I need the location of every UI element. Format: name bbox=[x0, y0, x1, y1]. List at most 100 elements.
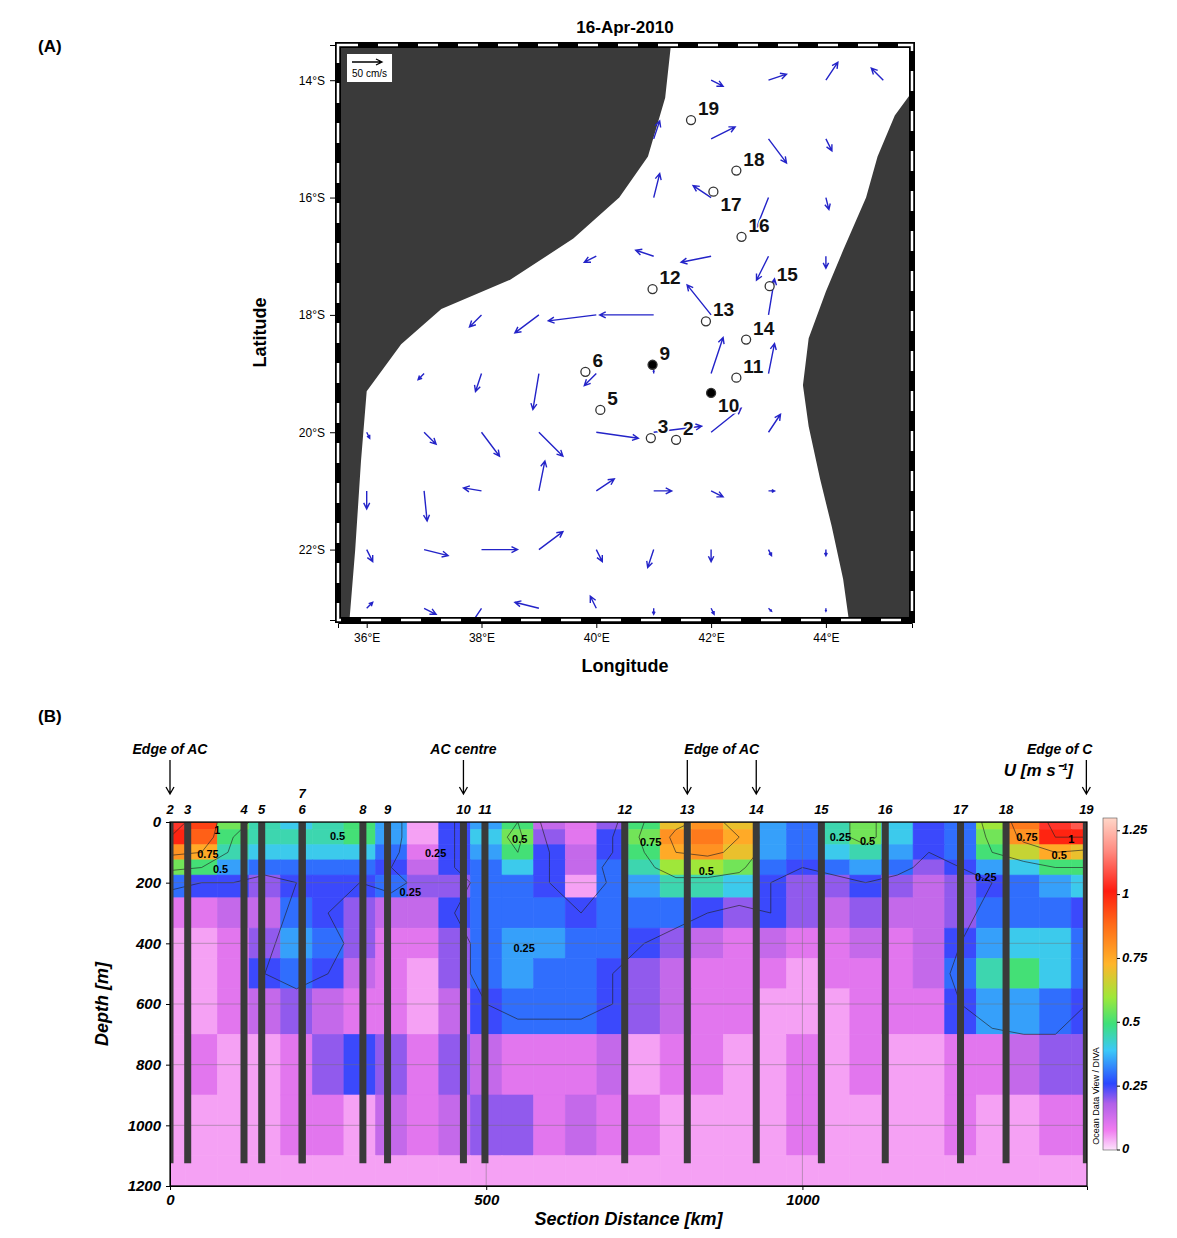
cell bbox=[850, 845, 882, 860]
vector bbox=[424, 432, 436, 444]
frame bbox=[338, 45, 912, 620]
station-label: 13 bbox=[713, 299, 734, 320]
station-profile bbox=[621, 822, 628, 1163]
axis-domain bbox=[166, 823, 171, 1187]
vector bbox=[590, 596, 596, 608]
cell bbox=[376, 989, 408, 1034]
annotation-arrow bbox=[1082, 760, 1090, 794]
vector bbox=[654, 488, 672, 494]
panel-label: (B) bbox=[38, 707, 62, 726]
cell bbox=[1008, 898, 1040, 928]
station-number: 7 bbox=[299, 786, 307, 801]
vector bbox=[825, 608, 826, 611]
credit: Ocean Data View / DIVA bbox=[1091, 1047, 1101, 1145]
vector bbox=[531, 374, 539, 410]
cell bbox=[1008, 989, 1040, 1034]
colorbar-tick bbox=[1117, 1150, 1120, 1151]
cell bbox=[312, 1156, 344, 1186]
vector bbox=[596, 550, 602, 562]
cell bbox=[913, 822, 945, 830]
tick: 16°S bbox=[299, 191, 335, 205]
vector bbox=[711, 608, 714, 614]
station-marker bbox=[648, 285, 657, 294]
tick: 1200 bbox=[128, 1177, 170, 1194]
annotation: AC centre bbox=[429, 741, 496, 757]
annotations: Edge of ACAC centreEdge of ACEdge of C bbox=[133, 741, 1094, 794]
cell bbox=[281, 1156, 313, 1186]
cell bbox=[692, 1156, 724, 1186]
contour-label: 0.75 bbox=[197, 848, 218, 860]
cell bbox=[629, 1156, 661, 1186]
cell bbox=[312, 860, 344, 875]
station-label: 19 bbox=[698, 98, 719, 119]
tick-label: 1000 bbox=[786, 1191, 820, 1208]
tick-mark bbox=[166, 822, 170, 823]
tick-mark bbox=[711, 623, 712, 628]
vector bbox=[823, 256, 828, 268]
cell bbox=[692, 830, 724, 845]
cell bbox=[692, 959, 724, 989]
station-number: 13 bbox=[680, 802, 695, 817]
axis-domain bbox=[330, 46, 336, 621]
y-axis-title: Depth [m] bbox=[92, 961, 112, 1046]
station-number: 12 bbox=[617, 802, 632, 817]
station-profile bbox=[684, 822, 691, 1163]
cell bbox=[723, 959, 755, 989]
tick-label: 200 bbox=[135, 874, 162, 891]
contour-labels: 10.750.50.50.250.250.250.50.750.50.250.5… bbox=[197, 824, 1074, 954]
tick-label: 36°E bbox=[354, 631, 380, 645]
vector bbox=[470, 315, 482, 327]
cell bbox=[850, 1156, 882, 1186]
contour-label: 0.5 bbox=[860, 835, 875, 847]
station-marker bbox=[765, 282, 774, 291]
plot-area bbox=[170, 822, 1087, 1186]
colorbar-tick bbox=[1117, 958, 1120, 959]
contour-label: 0.5 bbox=[330, 830, 345, 842]
cell bbox=[1040, 898, 1072, 928]
vector bbox=[636, 249, 654, 256]
panel-label: (A) bbox=[38, 37, 62, 56]
station-label: 18 bbox=[743, 149, 764, 170]
cell bbox=[565, 845, 597, 860]
cell bbox=[565, 875, 597, 898]
tick-label: 800 bbox=[136, 1056, 162, 1073]
annotation-arrow bbox=[166, 760, 174, 794]
colorbar-tick bbox=[1117, 830, 1120, 831]
cell bbox=[312, 845, 344, 860]
tick-label: 500 bbox=[474, 1191, 500, 1208]
scale-arrow bbox=[352, 59, 382, 65]
contour-label: 0.75 bbox=[640, 836, 661, 848]
cell bbox=[1040, 1156, 1072, 1186]
tick: 14°S bbox=[299, 74, 335, 88]
land bbox=[338, 45, 671, 620]
vector bbox=[464, 486, 482, 492]
vector bbox=[687, 285, 711, 315]
tick-label: 16°S bbox=[299, 191, 325, 205]
cell bbox=[407, 830, 439, 845]
tick-label: 1200 bbox=[128, 1177, 162, 1194]
vector bbox=[367, 602, 373, 608]
contour-label: 0.5 bbox=[1052, 849, 1067, 861]
tick-mark bbox=[166, 1186, 170, 1187]
cell bbox=[281, 959, 313, 989]
contour-label: 0.25 bbox=[513, 942, 534, 954]
station-label: 17 bbox=[720, 194, 741, 215]
station-marker bbox=[737, 232, 746, 241]
station-marker bbox=[709, 187, 718, 196]
tick: 44°E bbox=[813, 623, 839, 645]
cell bbox=[913, 989, 945, 1034]
cell bbox=[534, 898, 566, 928]
station-label: 5 bbox=[607, 388, 618, 409]
tick: 20°S bbox=[299, 426, 335, 440]
cell bbox=[407, 989, 439, 1034]
tick-mark bbox=[330, 198, 335, 199]
vector bbox=[539, 532, 563, 550]
cell bbox=[281, 860, 313, 875]
vector bbox=[364, 491, 370, 509]
scale-label: 50 cm/s bbox=[352, 68, 387, 79]
axis-domain bbox=[339, 624, 913, 629]
cell bbox=[312, 989, 344, 1034]
cell bbox=[502, 860, 534, 875]
station-number: 6 bbox=[299, 802, 307, 817]
contour-line bbox=[170, 822, 1087, 837]
